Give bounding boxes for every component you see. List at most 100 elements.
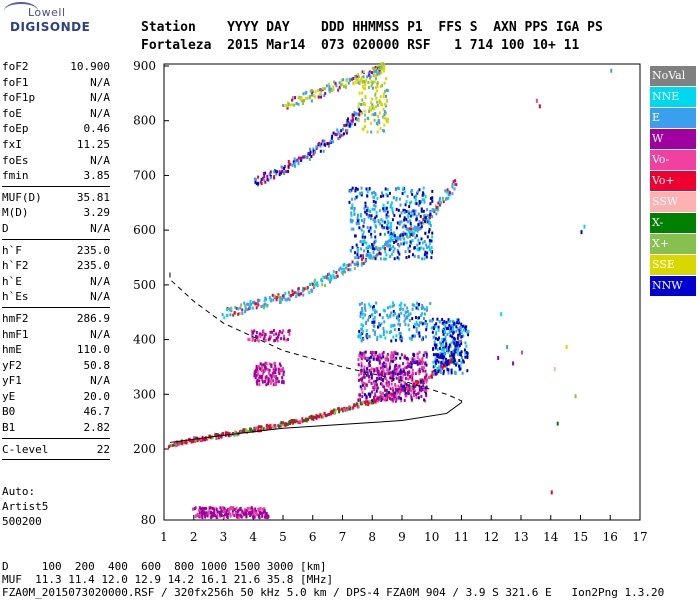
echo-point — [371, 374, 374, 378]
echo-point — [374, 394, 377, 398]
echo-point — [358, 81, 361, 85]
param-row: foEs N/A — [2, 153, 110, 169]
echo-point — [313, 284, 316, 288]
echo-point — [394, 384, 397, 388]
echo-point — [392, 335, 395, 339]
echo-point — [415, 214, 418, 218]
param-key: foE — [2, 106, 22, 120]
echo-point — [369, 210, 372, 214]
echo-point — [443, 322, 446, 326]
echo-point — [385, 240, 388, 244]
echo-point — [433, 364, 436, 368]
echo-point — [220, 514, 223, 518]
param-row: M(D) 3.29 — [2, 205, 110, 221]
echo-point — [217, 436, 220, 440]
echo-point — [385, 358, 388, 362]
echo-point — [421, 198, 424, 202]
echo-point — [202, 512, 205, 516]
echo-point — [372, 113, 375, 117]
echo-point — [299, 156, 302, 160]
echo-point — [372, 218, 375, 222]
echo-point — [417, 307, 420, 311]
echo-point — [373, 255, 376, 259]
echo-point — [327, 277, 330, 281]
echo-point — [553, 366, 556, 371]
footer-muf-row: MUF 11.3 11.4 12.0 12.9 14.2 16.1 21.6 3… — [2, 573, 334, 586]
echo-point — [374, 353, 377, 357]
divider — [2, 306, 110, 308]
echo-point — [313, 280, 316, 284]
echo-point — [353, 206, 356, 210]
echo-point — [409, 393, 412, 397]
echo-point — [463, 348, 466, 352]
echo-point — [390, 231, 393, 235]
echo-point — [394, 372, 397, 376]
echo-point — [208, 508, 211, 512]
x-tick-label: 3 — [220, 530, 228, 544]
echo-point — [357, 75, 360, 79]
echo-point — [420, 362, 423, 366]
echo-point — [251, 306, 254, 310]
echo-point — [348, 124, 351, 128]
echo-point — [369, 399, 372, 403]
echo-point — [374, 204, 377, 208]
echo-point — [387, 383, 390, 387]
echo-point — [387, 358, 390, 362]
echo-point — [351, 219, 354, 223]
echo-point — [398, 257, 401, 261]
echo-point — [357, 335, 360, 339]
echo-point — [401, 233, 404, 237]
echo-point — [399, 388, 402, 392]
echo-point — [434, 346, 437, 350]
echo-point — [317, 95, 320, 99]
echo-point — [376, 69, 379, 73]
echo-point — [450, 371, 453, 375]
echo-point — [443, 352, 446, 356]
echo-point — [451, 182, 454, 186]
echo-point — [235, 307, 238, 311]
echo-point — [357, 378, 360, 382]
echo-point — [324, 283, 327, 287]
echo-point — [199, 514, 202, 518]
echo-point — [318, 92, 321, 96]
echo-point — [340, 79, 343, 83]
echo-point — [375, 96, 378, 100]
echo-point — [418, 358, 421, 362]
echo-point — [252, 429, 255, 433]
echo-point — [317, 141, 320, 145]
echo-point — [350, 213, 353, 217]
echo-point — [416, 352, 419, 356]
echo-point — [403, 190, 406, 194]
echo-point — [446, 188, 449, 192]
echo-point — [426, 208, 429, 212]
echo-point — [190, 439, 193, 443]
echo-point — [269, 426, 272, 430]
echo-point — [380, 191, 383, 195]
echo-point — [263, 509, 266, 513]
echo-point — [417, 362, 420, 366]
x-tick-label: 13 — [513, 530, 528, 544]
echo-point — [281, 297, 284, 301]
echo-point — [402, 362, 405, 366]
echo-point — [278, 372, 281, 376]
echo-point — [287, 290, 290, 294]
echo-point — [429, 249, 432, 253]
echo-point — [289, 103, 292, 107]
echo-point — [363, 119, 366, 123]
echo-point — [389, 387, 392, 391]
divider — [2, 459, 110, 461]
echo-point — [281, 169, 284, 173]
echo-point — [276, 339, 279, 343]
echo-point — [364, 201, 367, 205]
echo-point — [275, 337, 278, 341]
echo-point — [382, 194, 385, 198]
echo-point — [420, 207, 423, 211]
echo-point — [408, 227, 411, 231]
echo-point — [328, 412, 331, 416]
echo-point — [419, 388, 422, 392]
echo-point — [357, 81, 360, 85]
echo-point — [437, 325, 440, 329]
echo-point — [451, 323, 454, 327]
echo-point — [240, 429, 243, 433]
param-key: B1 — [2, 421, 16, 435]
